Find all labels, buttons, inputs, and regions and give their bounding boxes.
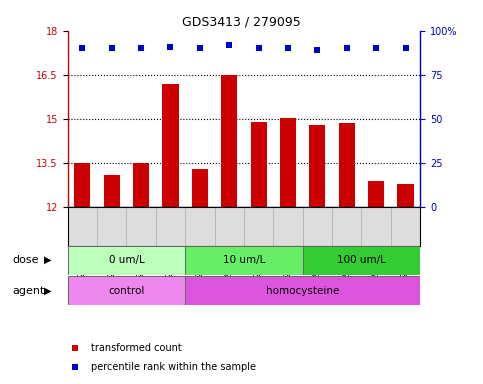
Point: [402, 45, 410, 51]
Point: [71, 344, 79, 351]
Bar: [74, 163, 90, 207]
Bar: [185, 276, 420, 305]
Point: [343, 45, 351, 51]
Bar: [251, 122, 267, 207]
Point: [108, 45, 115, 51]
Point: [226, 42, 233, 48]
Bar: [192, 169, 208, 207]
Bar: [280, 118, 296, 207]
Text: homocysteine: homocysteine: [266, 286, 340, 296]
Text: GDS3413 / 279095: GDS3413 / 279095: [182, 15, 301, 28]
Point: [255, 45, 262, 51]
Point: [71, 364, 79, 370]
Point: [78, 45, 86, 51]
Bar: [398, 184, 413, 207]
Text: ▶: ▶: [43, 255, 51, 265]
Bar: [68, 246, 185, 275]
Text: ▶: ▶: [43, 286, 51, 296]
Bar: [221, 75, 237, 207]
Text: dose: dose: [12, 255, 39, 265]
Bar: [162, 84, 179, 207]
Text: transformed count: transformed count: [90, 343, 181, 353]
Bar: [68, 276, 185, 305]
Bar: [368, 181, 384, 207]
Text: 10 um/L: 10 um/L: [223, 255, 265, 265]
Point: [196, 45, 204, 51]
Point: [137, 45, 145, 51]
Text: 0 um/L: 0 um/L: [109, 255, 144, 265]
Text: agent: agent: [12, 286, 44, 296]
Text: control: control: [108, 286, 144, 296]
Point: [284, 45, 292, 51]
Point: [167, 43, 174, 50]
Text: percentile rank within the sample: percentile rank within the sample: [90, 362, 256, 372]
Bar: [133, 163, 149, 207]
Text: 100 um/L: 100 um/L: [337, 255, 386, 265]
Point: [313, 47, 321, 53]
Bar: [303, 246, 420, 275]
Bar: [309, 125, 326, 207]
Point: [372, 45, 380, 51]
Bar: [185, 246, 303, 275]
Bar: [104, 175, 120, 207]
Bar: [339, 124, 355, 207]
